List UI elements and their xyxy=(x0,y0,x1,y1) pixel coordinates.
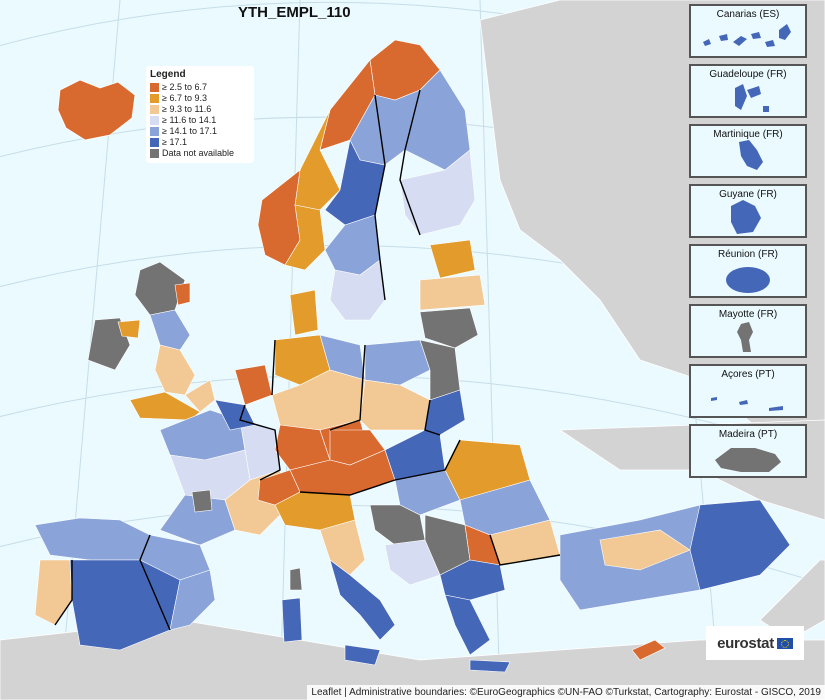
inset-label: Guadeloupe (FR) xyxy=(709,69,787,80)
cyprus-region[interactable] xyxy=(631,639,666,661)
inset-reunion[interactable]: Réunion (FR) xyxy=(689,244,807,298)
legend-item: ≥ 2.5 to 6.7 xyxy=(150,82,250,93)
inset-map xyxy=(726,267,770,293)
baltic-regions[interactable] xyxy=(419,239,486,349)
central-europe-regions[interactable] xyxy=(257,429,446,506)
inset-map xyxy=(715,448,781,472)
poland-regions[interactable] xyxy=(359,339,466,436)
legend-item: Data not available xyxy=(150,148,250,159)
sweden-regions[interactable] xyxy=(324,89,421,321)
inset-label: Martinique (FR) xyxy=(713,129,783,140)
legend-label: ≥ 11.6 to 14.1 xyxy=(162,115,217,125)
legend-swatch xyxy=(150,83,159,92)
greece-regions[interactable] xyxy=(439,559,511,673)
inset-map xyxy=(703,24,791,47)
inset-map xyxy=(731,200,761,234)
inset-label: Canarias (ES) xyxy=(716,9,780,20)
norway-regions[interactable] xyxy=(257,39,441,271)
denmark-region[interactable] xyxy=(289,289,319,336)
eu-flag-icon xyxy=(776,637,793,649)
southeast-europe-regions[interactable] xyxy=(394,439,551,536)
inset-madeira[interactable]: Madeira (PT) xyxy=(689,424,807,478)
attribution-separator: | xyxy=(344,687,350,698)
legend-label: ≥ 17.1 xyxy=(162,137,187,147)
leaflet-link[interactable]: Leaflet xyxy=(311,687,342,698)
legend-item: ≥ 6.7 to 9.3 xyxy=(150,93,250,104)
inset-label: Mayotte (FR) xyxy=(718,309,778,320)
inset-label: Réunion (FR) xyxy=(717,249,779,260)
legend-swatch xyxy=(150,149,159,158)
inset-label: Madeira (PT) xyxy=(718,429,778,440)
inset-guyane[interactable]: Guyane (FR) xyxy=(689,184,807,238)
legend-label: ≥ 9.3 to 11.6 xyxy=(162,104,212,114)
inset-map xyxy=(711,397,783,411)
inset-acores[interactable]: Açores (PT) xyxy=(689,364,807,418)
legend-swatch xyxy=(150,105,159,114)
legend-label: ≥ 2.5 to 6.7 xyxy=(162,82,207,92)
legend-swatch xyxy=(150,138,159,147)
legend-item: ≥ 11.6 to 14.1 xyxy=(150,115,250,126)
finland-regions[interactable] xyxy=(399,69,476,236)
legend-swatch xyxy=(150,116,159,125)
inset-guadeloupe[interactable]: Guadeloupe (FR) xyxy=(689,64,807,118)
inset-map xyxy=(735,84,769,112)
inset-mayotte[interactable]: Mayotte (FR) xyxy=(689,304,807,358)
bulgaria-turkey-regions[interactable] xyxy=(489,499,791,611)
legend-label: ≥ 6.7 to 9.3 xyxy=(162,93,207,103)
legend-item: ≥ 9.3 to 11.6 xyxy=(150,104,250,115)
inset-map xyxy=(739,140,763,170)
eurostat-logo: eurostat xyxy=(706,626,804,660)
legend-label: Data not available xyxy=(162,148,235,158)
legend: Legend ≥ 2.5 to 6.7 ≥ 6.7 to 9.3 ≥ 9.3 t… xyxy=(146,66,254,163)
balkan-regions[interactable] xyxy=(369,504,501,586)
inset-label: Açores (PT) xyxy=(721,369,775,380)
legend-title: Legend xyxy=(150,69,186,80)
attribution-text: Administrative boundaries: ©EuroGeograph… xyxy=(349,687,821,698)
inset-label: Guyane (FR) xyxy=(719,189,777,200)
iceland-region[interactable] xyxy=(57,79,136,141)
legend-item: ≥ 17.1 xyxy=(150,137,250,148)
map-title: YTH_EMPL_110 xyxy=(238,4,351,21)
attribution: Leaflet | Administrative boundaries: ©Eu… xyxy=(307,685,825,700)
logo-text: eurostat xyxy=(717,634,774,652)
italy-regions[interactable] xyxy=(274,491,396,666)
legend-label: ≥ 14.1 to 17.1 xyxy=(162,126,217,136)
france-regions[interactable] xyxy=(159,409,286,546)
legend-item: ≥ 14.1 to 17.1 xyxy=(150,126,250,137)
inset-map xyxy=(737,322,753,352)
inset-canarias[interactable]: Canarias (ES) xyxy=(689,4,807,58)
national-borders xyxy=(54,89,561,631)
legend-swatch xyxy=(150,94,159,103)
benelux-regions[interactable] xyxy=(214,364,273,431)
iberia-regions[interactable] xyxy=(34,517,216,651)
inset-martinique[interactable]: Martinique (FR) xyxy=(689,124,807,178)
uk-ireland-regions[interactable] xyxy=(87,261,216,421)
legend-swatch xyxy=(150,127,159,136)
